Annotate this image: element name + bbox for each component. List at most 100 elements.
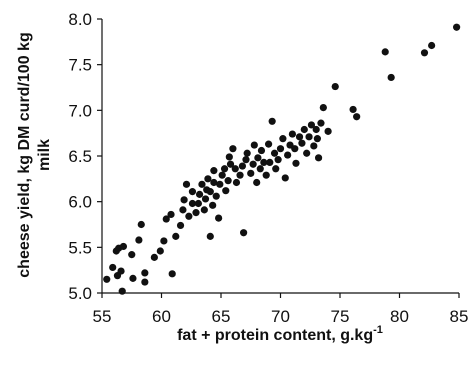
x-axis-title: fat + protein content, g.kg-1	[177, 324, 383, 344]
data-point	[167, 210, 175, 219]
x-tick-label: 55	[93, 307, 112, 326]
data-point	[242, 156, 250, 164]
data-point	[182, 180, 191, 188]
data-point	[206, 188, 214, 196]
data-point	[305, 133, 313, 141]
y-tick-label: 8.0	[68, 10, 92, 29]
data-point	[176, 221, 185, 230]
data-point	[288, 130, 296, 138]
data-point	[160, 237, 168, 245]
data-point	[250, 141, 258, 149]
data-point	[229, 145, 237, 153]
data-point	[215, 214, 223, 222]
y-tick-label: 5.0	[68, 284, 92, 303]
y-axis-title-line1: cheese yield, kg DM curd/100 kg	[16, 32, 33, 277]
data-point	[119, 242, 128, 251]
data-point	[128, 251, 136, 259]
data-point	[291, 145, 299, 153]
data-point	[303, 149, 311, 157]
data-point	[201, 195, 210, 203]
data-point	[276, 145, 285, 153]
data-point	[168, 270, 176, 278]
data-point	[103, 275, 111, 283]
data-point	[222, 187, 230, 195]
data-point	[192, 209, 200, 217]
data-point	[240, 229, 248, 237]
data-point	[195, 190, 204, 198]
data-point	[319, 103, 327, 112]
data-point	[387, 73, 395, 82]
data-point	[353, 113, 361, 121]
data-point	[254, 154, 262, 162]
data-points	[103, 23, 461, 295]
data-point	[324, 127, 332, 135]
x-tick-label: 70	[271, 307, 290, 326]
data-point	[225, 153, 233, 161]
y-tick-label: 7.5	[68, 56, 92, 75]
data-point	[312, 125, 320, 134]
data-point	[216, 180, 224, 188]
data-point	[194, 199, 202, 208]
y-axis-title-line2: milk	[36, 139, 53, 171]
data-point	[249, 160, 257, 168]
data-point	[172, 232, 180, 240]
data-point	[117, 267, 125, 275]
data-point	[224, 177, 232, 185]
data-point	[204, 175, 212, 183]
data-point	[253, 178, 261, 187]
data-point	[210, 178, 218, 187]
y-tick-label: 6.0	[68, 193, 92, 212]
data-point	[331, 82, 339, 91]
x-axis-title-superscript: -1	[373, 324, 383, 336]
data-point	[453, 23, 461, 31]
data-point	[279, 135, 287, 143]
data-point	[260, 158, 268, 166]
x-axis-title-text: fat + protein content, g.kg	[177, 327, 373, 344]
data-point	[428, 41, 436, 50]
x-tick-label: 65	[212, 307, 231, 326]
x-tick-label: 80	[390, 307, 409, 326]
data-point	[310, 142, 318, 150]
data-point	[220, 165, 229, 173]
data-point	[156, 247, 164, 255]
data-point	[210, 167, 218, 175]
x-tick-label: 75	[331, 307, 350, 326]
data-point	[266, 158, 274, 166]
data-point	[284, 151, 292, 159]
data-point	[150, 253, 158, 261]
data-point	[256, 165, 264, 173]
data-point	[129, 274, 137, 282]
data-point	[298, 139, 306, 147]
data-point	[200, 206, 208, 214]
x-ticks: 55 60 65 70 75 80 85	[93, 293, 469, 326]
axes	[101, 19, 459, 294]
data-point	[349, 105, 357, 114]
data-point	[162, 215, 170, 223]
data-point	[231, 165, 239, 173]
data-point	[179, 206, 187, 214]
data-point	[135, 236, 143, 244]
data-point	[300, 125, 308, 134]
data-point	[198, 180, 206, 188]
data-point	[141, 269, 149, 277]
data-point	[232, 178, 241, 187]
data-point	[185, 212, 193, 220]
data-point	[226, 160, 235, 168]
data-point	[257, 146, 266, 155]
data-point	[317, 119, 325, 127]
data-point	[314, 154, 323, 162]
data-point	[206, 232, 214, 240]
data-point	[243, 149, 251, 157]
data-point	[209, 201, 217, 209]
data-point	[238, 162, 247, 170]
data-point	[137, 220, 145, 229]
data-point	[265, 140, 273, 148]
data-point	[268, 117, 276, 125]
x-tick-label: 85	[450, 307, 469, 326]
data-point	[420, 49, 429, 57]
y-tick-label: 5.5	[68, 238, 92, 257]
data-point	[180, 196, 188, 204]
y-tick-label: 7.0	[68, 101, 92, 120]
data-point	[118, 287, 126, 295]
